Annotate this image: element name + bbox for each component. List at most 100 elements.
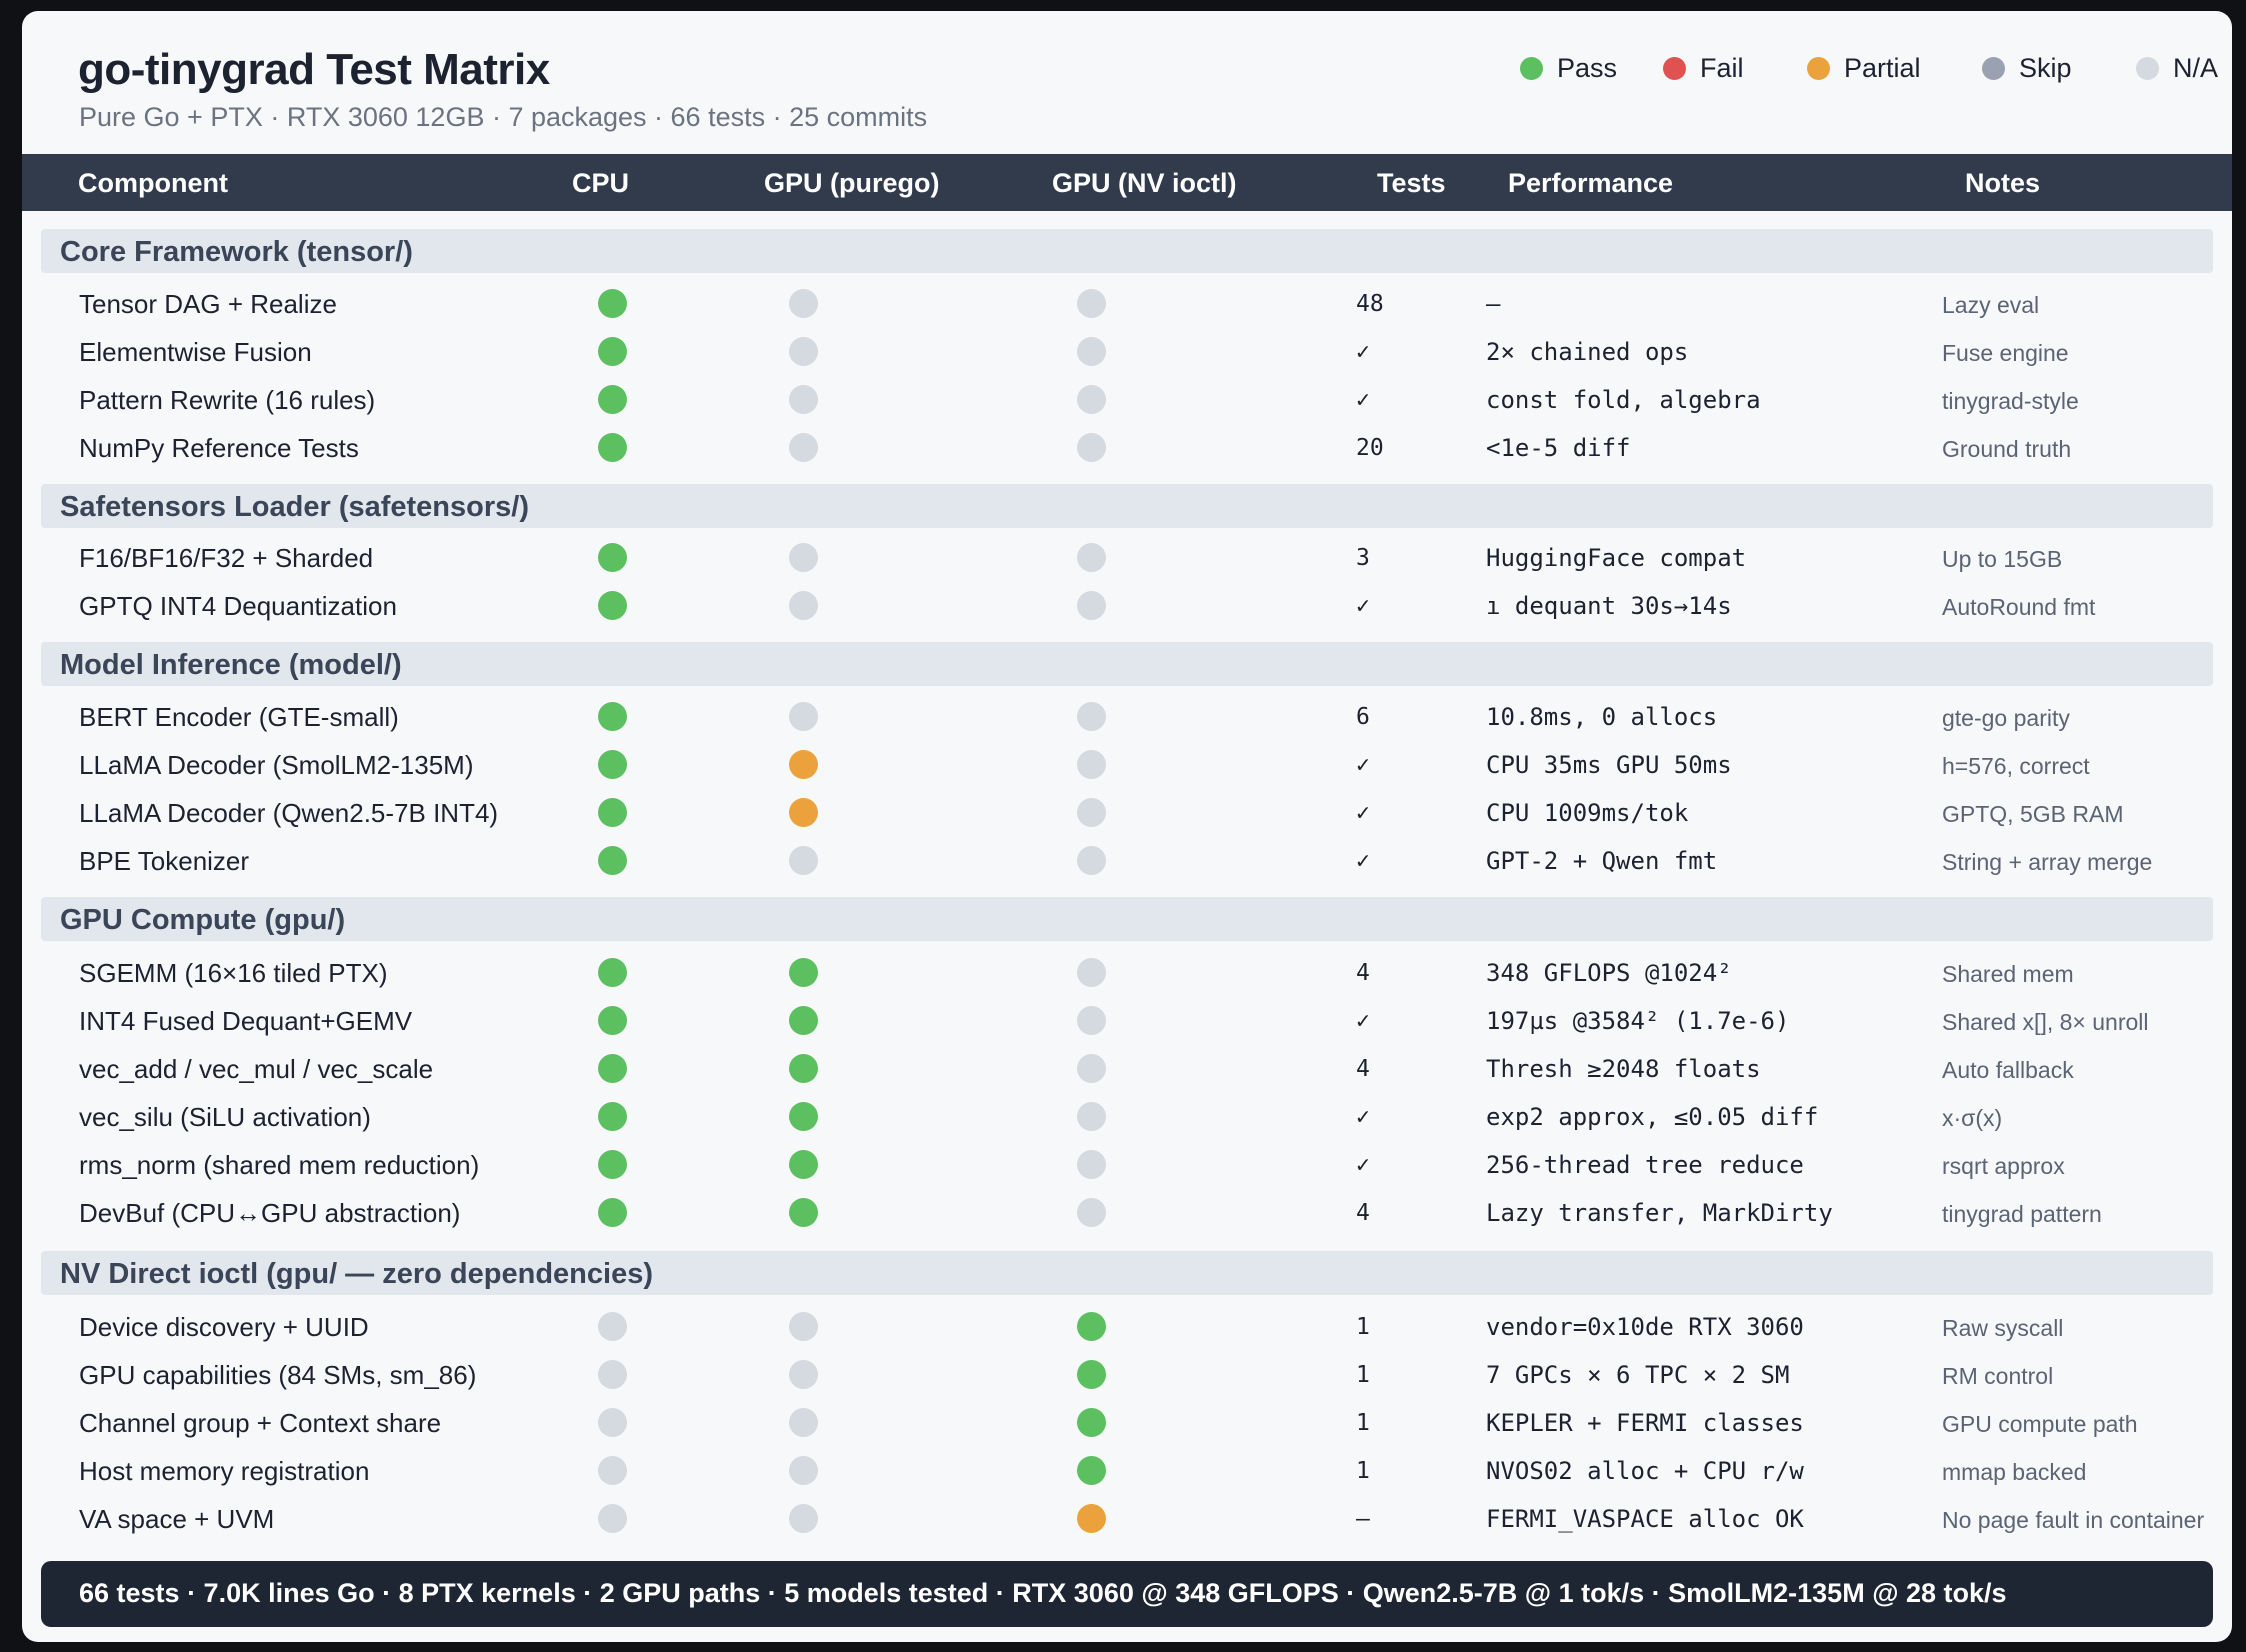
status-cpu-pass-icon xyxy=(598,846,627,875)
tests-count: 20 xyxy=(1356,435,1384,461)
tests-count: ✓ xyxy=(1356,387,1370,413)
component-name: Channel group + Context share xyxy=(79,1408,442,1438)
component-name: Pattern Rewrite (16 rules) xyxy=(79,385,376,415)
notes-value: AutoRound fmt xyxy=(1942,594,2096,620)
status-cpu-na-icon xyxy=(598,1360,627,1389)
performance-value: 348 GFLOPS @1024² xyxy=(1486,959,1732,987)
status-gpu-na-icon xyxy=(789,1408,818,1437)
table-row: BERT Encoder (GTE-small) 6 10.8ms, 0 alloc… xyxy=(22,697,2232,737)
status-cpu-pass-icon xyxy=(598,1198,627,1227)
notes-value: Lazy eval xyxy=(1942,292,2040,318)
status-cpu-pass-icon xyxy=(598,1054,627,1083)
component-name: GPTQ INT4 Dequantization xyxy=(79,591,397,621)
status-nv-na-icon xyxy=(1077,289,1106,318)
component-name: INT4 Fused Dequant+GEMV xyxy=(79,1006,413,1036)
status-gpu-na-icon xyxy=(789,1504,818,1533)
legend-pass-dot-icon xyxy=(1520,57,1543,80)
status-nv-na-icon xyxy=(1077,798,1106,827)
summary-text: 66 tests · 7.0K lines Go · 8 PTX kernels… xyxy=(79,1578,2007,1608)
status-cpu-na-icon xyxy=(598,1312,627,1341)
column-notes: Notes xyxy=(1965,168,2041,198)
tests-count: 1 xyxy=(1356,1410,1370,1436)
performance-value: ı dequant 30s→14s xyxy=(1486,592,1732,620)
status-nv-na-icon xyxy=(1077,1006,1106,1035)
status-cpu-pass-icon xyxy=(598,337,627,366)
legend-item-skip: Skip xyxy=(1982,53,2072,84)
status-gpu-partial-icon xyxy=(789,798,818,827)
status-gpu-na-icon xyxy=(789,337,818,366)
tests-count: 1 xyxy=(1356,1362,1370,1388)
section-title: NV Direct ioctl (gpu/ — zero dependencie… xyxy=(60,1258,653,1290)
tests-count: ✓ xyxy=(1356,752,1370,778)
legend-partial-dot-icon xyxy=(1807,57,1830,80)
status-cpu-na-icon xyxy=(598,1408,627,1437)
status-cpu-pass-icon xyxy=(598,1102,627,1131)
tests-count: ✓ xyxy=(1356,593,1370,619)
performance-value: vendor=0x10de RTX 3060 xyxy=(1486,1313,1804,1341)
test-matrix-card: go-tinygrad Test Matrix Pure Go + PTX · … xyxy=(22,11,2232,1642)
notes-value: Shared mem xyxy=(1942,961,2074,987)
status-cpu-pass-icon xyxy=(598,1150,627,1179)
page-title: go-tinygrad Test Matrix xyxy=(78,45,550,94)
column-gpu-purego: GPU (purego) xyxy=(764,168,940,198)
notes-value: h=576, correct xyxy=(1942,753,2090,779)
status-cpu-pass-icon xyxy=(598,958,627,987)
notes-value: Shared x[], 8× unroll xyxy=(1942,1009,2149,1035)
notes-value: GPTQ, 5GB RAM xyxy=(1942,801,2124,827)
notes-value: String + array merge xyxy=(1942,849,2153,875)
tests-count: ✓ xyxy=(1356,848,1370,874)
section-header: Core Framework (tensor/) xyxy=(41,229,2213,273)
status-nv-na-icon xyxy=(1077,1150,1106,1179)
column-tests: Tests xyxy=(1377,168,1446,198)
tests-count: ✓ xyxy=(1356,339,1370,365)
column-cpu: CPU xyxy=(572,168,630,198)
notes-value: gte-go parity xyxy=(1942,705,2070,731)
tests-count: ✓ xyxy=(1356,1008,1370,1034)
legend-label: Pass xyxy=(1557,53,1618,83)
status-nv-pass-icon xyxy=(1077,1408,1106,1437)
status-gpu-pass-icon xyxy=(789,1102,818,1131)
performance-value: const fold, algebra xyxy=(1486,386,1761,414)
status-gpu-na-icon xyxy=(789,846,818,875)
status-nv-na-icon xyxy=(1077,1102,1106,1131)
component-name: BERT Encoder (GTE-small) xyxy=(79,702,399,732)
status-cpu-pass-icon xyxy=(598,289,627,318)
legend-label: Skip xyxy=(2019,53,2072,83)
status-cpu-na-icon xyxy=(598,1456,627,1485)
status-nv-pass-icon xyxy=(1077,1456,1106,1485)
performance-value: GPT-2 + Qwen fmt xyxy=(1486,847,1718,875)
performance-value: 10.8ms, 0 allocs xyxy=(1486,703,1718,731)
component-name: Tensor DAG + Realize xyxy=(79,289,337,319)
section-title: Model Inference (model/) xyxy=(60,649,402,681)
status-nv-na-icon xyxy=(1077,337,1106,366)
header: go-tinygrad Test Matrix Pure Go + PTX · … xyxy=(22,11,2232,154)
status-cpu-pass-icon xyxy=(598,385,627,414)
tests-count: ✓ xyxy=(1356,800,1370,826)
status-nv-na-icon xyxy=(1077,702,1106,731)
table-row: Channel group + Context share 1 KEPLER + F… xyxy=(22,1403,2232,1443)
table-row: vec_add / vec_mul / vec_scale 4 Thresh ≥20… xyxy=(22,1049,2232,1089)
component-name: SGEMM (16×16 tiled PTX) xyxy=(79,958,388,988)
legend-label: Fail xyxy=(1700,53,1744,83)
legend-label: Partial xyxy=(1844,53,1921,83)
legend-na-dot-icon xyxy=(2136,57,2159,80)
performance-value: NVOS02 alloc + CPU r/w xyxy=(1486,1457,1804,1485)
status-gpu-na-icon xyxy=(789,289,818,318)
status-cpu-pass-icon xyxy=(598,798,627,827)
notes-value: Fuse engine xyxy=(1942,340,2069,366)
status-gpu-na-icon xyxy=(789,385,818,414)
table-row: Elementwise Fusion ✓ 2× chained ops Fuse en… xyxy=(22,332,2232,372)
performance-value: exp2 approx, ≤0.05 diff xyxy=(1486,1103,1819,1131)
notes-value: GPU compute path xyxy=(1942,1411,2138,1437)
table-row: NumPy Reference Tests 20 <1e-5 diff Ground … xyxy=(22,428,2232,468)
section-title: Safetensors Loader (safetensors/) xyxy=(60,491,529,523)
status-gpu-na-icon xyxy=(789,702,818,731)
status-nv-na-icon xyxy=(1077,846,1106,875)
legend-item-fail: Fail xyxy=(1663,53,1744,84)
performance-value: FERMI_VASPACE alloc OK xyxy=(1486,1505,1804,1533)
status-cpu-pass-icon xyxy=(598,433,627,462)
table-row: rms_norm (shared mem reduction) ✓ 256-thre… xyxy=(22,1145,2232,1185)
status-nv-partial-icon xyxy=(1077,1504,1106,1533)
section-title: GPU Compute (gpu/) xyxy=(60,904,346,936)
component-name: rms_norm (shared mem reduction) xyxy=(79,1150,480,1180)
